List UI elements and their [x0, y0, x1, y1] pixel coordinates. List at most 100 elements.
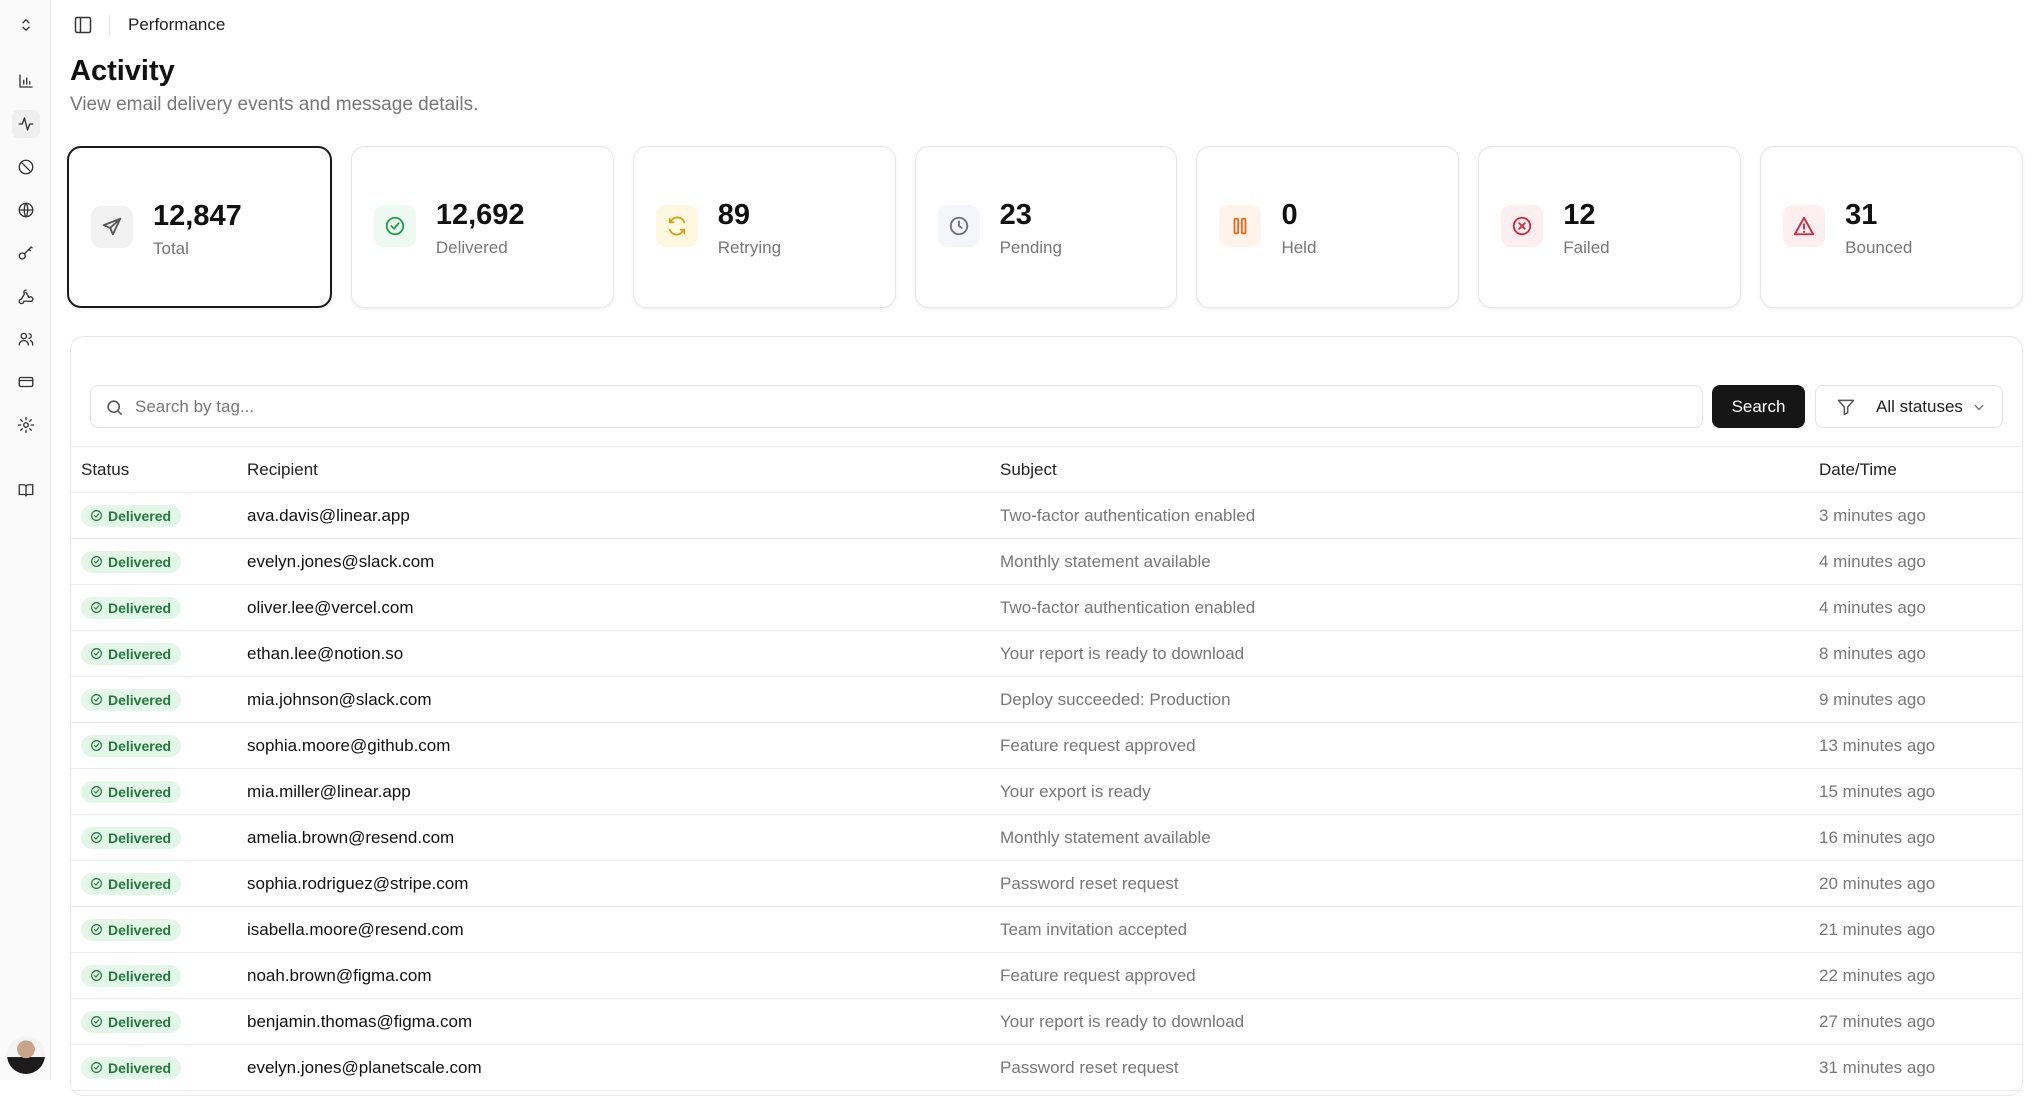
alert-triangle-icon [1783, 205, 1826, 247]
status-cell: Delivered [81, 493, 182, 538]
stat-value: 0 [1281, 199, 1298, 231]
search-icon [107, 400, 123, 416]
stat-label: Delivered [435, 238, 508, 257]
check-circle-icon [91, 1062, 102, 1073]
stat-card-failed[interactable]: 12 Failed [1478, 146, 1742, 308]
stat-label: Bounced [1845, 238, 1913, 257]
table-row[interactable]: Delivered mia.miller@linear.app Your exp… [71, 769, 2022, 815]
check-circle-icon [91, 786, 102, 797]
check-circle-icon [91, 878, 102, 889]
stat-card-retrying[interactable]: 89 Retrying [632, 146, 896, 308]
recipient-cell: noah.brown@figma.com [247, 965, 432, 985]
table-row[interactable]: Delivered mia.johnson@slack.com Deploy s… [71, 677, 2022, 723]
status-text: Delivered [108, 783, 172, 800]
search-button[interactable]: Search [1712, 385, 1805, 428]
subject-cell: Your report is ready to download [1000, 643, 1245, 663]
stat-label: Failed [1563, 238, 1610, 257]
subject-cell: Your export is ready [1000, 781, 1151, 801]
subject-cell: Feature request approved [1000, 735, 1196, 755]
column-header-recipient[interactable]: Recipient [247, 459, 318, 479]
table-body: Delivered ava.davis@linear.app Two-facto… [71, 493, 2022, 1091]
recipient-cell: isabella.moore@resend.com [247, 919, 464, 939]
status-text: Delivered [108, 829, 172, 846]
table-row[interactable]: Delivered sophia.rodriguez@stripe.com Pa… [71, 861, 2022, 907]
recipient-cell: evelyn.jones@slack.com [247, 551, 435, 571]
column-header-status[interactable]: Status [81, 459, 130, 479]
recipient-cell: ava.davis@linear.app [247, 505, 410, 525]
table-row[interactable]: Delivered ava.davis@linear.app Two-facto… [71, 493, 2022, 539]
datetime-cell: 3 minutes ago [1819, 505, 1926, 525]
search-input[interactable] [135, 386, 1635, 427]
table-row[interactable]: Delivered benjamin.thomas@figma.com Your… [71, 999, 2022, 1045]
divider [109, 15, 110, 35]
stat-card-bounced[interactable]: 31 Bounced [1760, 146, 2024, 308]
status-badge: Delivered [81, 826, 182, 849]
table-row[interactable]: Delivered ethan.lee@notion.so Your repor… [71, 631, 2022, 677]
status-cell: Delivered [81, 677, 182, 722]
domains-globe-icon[interactable] [12, 196, 40, 224]
check-circle-icon [91, 740, 102, 751]
status-badge: Delivered [81, 642, 182, 665]
stat-card-pending[interactable]: 23 Pending [914, 146, 1178, 308]
table-row[interactable]: Delivered evelyn.jones@planetscale.com P… [71, 1045, 2022, 1091]
column-header-datetime[interactable]: Date/Time [1819, 459, 1897, 479]
table-row[interactable]: Delivered evelyn.jones@slack.com Monthly… [71, 539, 2022, 585]
recipient-cell: oliver.lee@vercel.com [247, 597, 414, 617]
table-row[interactable]: Delivered sophia.moore@github.com Featur… [71, 723, 2022, 769]
column-header-subject[interactable]: Subject [1000, 459, 1057, 479]
status-cell: Delivered [81, 953, 182, 998]
sidebar-toggle-icon[interactable] [73, 15, 93, 35]
status-text: Delivered [108, 875, 172, 892]
api-keys-key-icon[interactable] [12, 239, 40, 267]
subject-cell: Team invitation accepted [1000, 919, 1188, 939]
webhooks-icon[interactable] [12, 282, 40, 310]
status-cell: Delivered [81, 631, 182, 676]
stat-card-held[interactable]: 0 Held [1196, 146, 1460, 308]
status-cell: Delivered [81, 815, 182, 860]
billing-credit-card-icon[interactable] [12, 368, 40, 396]
check-circle-icon [91, 648, 102, 659]
stat-card-delivered[interactable]: 12,692 Delivered [350, 146, 614, 308]
recipient-cell: sophia.rodriguez@stripe.com [247, 873, 469, 893]
x-circle-icon [1501, 205, 1544, 247]
stat-label: Pending [999, 238, 1062, 257]
status-text: Delivered [108, 507, 172, 524]
audience-users-icon[interactable] [12, 325, 40, 353]
user-avatar[interactable] [7, 1036, 45, 1074]
workspace-switcher-chevrons-icon[interactable] [12, 11, 40, 39]
status-cell: Delivered [81, 907, 182, 952]
status-text: Delivered [108, 1013, 172, 1030]
table-row[interactable]: Delivered isabella.moore@resend.com Team… [71, 907, 2022, 953]
settings-gear-icon[interactable] [12, 411, 40, 439]
suppressions-ban-icon[interactable] [12, 153, 40, 181]
page-title: Activity [70, 55, 175, 87]
table-row[interactable]: Delivered oliver.lee@vercel.com Two-fact… [71, 585, 2022, 631]
status-text: Delivered [108, 645, 172, 662]
check-circle-icon [91, 970, 102, 981]
check-circle-icon [91, 1016, 102, 1027]
stat-card-total[interactable]: 12,847 Total [67, 146, 332, 308]
status-badge: Delivered [81, 1010, 182, 1033]
clock-icon [937, 205, 980, 247]
subject-cell: Two-factor authentication enabled [1000, 597, 1256, 617]
subject-cell: Password reset request [1000, 873, 1179, 893]
stat-value: 12,847 [153, 200, 242, 232]
status-text: Delivered [108, 921, 172, 938]
status-cell: Delivered [81, 585, 182, 630]
activity-pulse-icon[interactable] [12, 110, 40, 138]
status-badge: Delivered [81, 734, 182, 757]
table-row[interactable]: Delivered amelia.brown@resend.com Monthl… [71, 815, 2022, 861]
status-badge: Delivered [81, 688, 182, 711]
pause-icon [1219, 205, 1262, 247]
stat-value: 89 [717, 199, 750, 231]
datetime-cell: 20 minutes ago [1819, 873, 1936, 893]
datetime-cell: 21 minutes ago [1819, 919, 1936, 939]
table-row[interactable]: Delivered noah.brown@figma.com Feature r… [71, 953, 2022, 999]
docs-book-open-icon[interactable] [12, 476, 40, 504]
status-filter-select[interactable]: All statuses [1815, 385, 2003, 428]
status-cell: Delivered [81, 1045, 182, 1090]
search-field[interactable] [90, 385, 1703, 428]
stat-value: 12 [1563, 199, 1596, 231]
datetime-cell: 27 minutes ago [1819, 1011, 1936, 1031]
analytics-bar-chart-icon[interactable] [12, 67, 40, 95]
